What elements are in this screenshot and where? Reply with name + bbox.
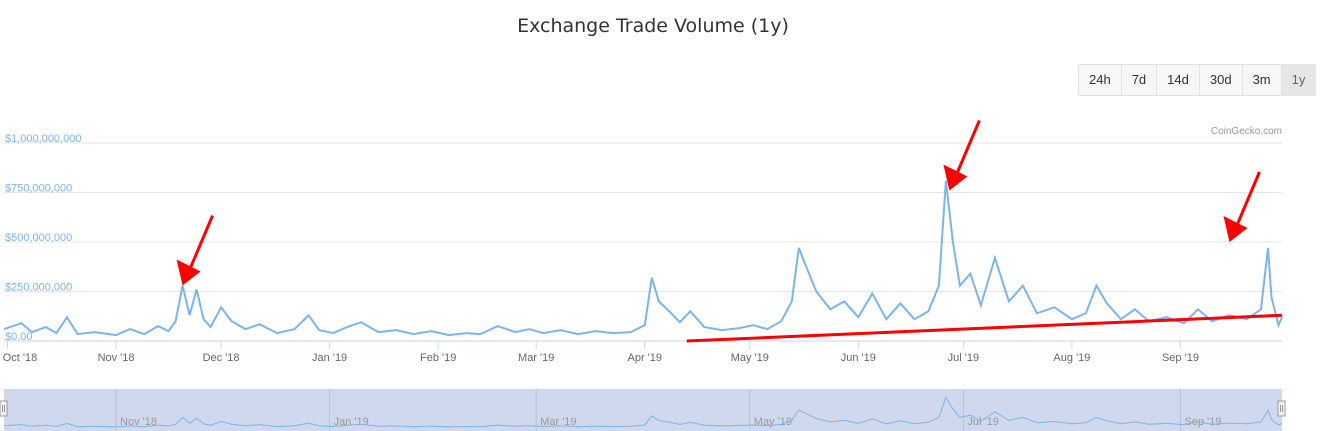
navigator-tick-label: Jul '19 (967, 416, 998, 428)
navigator-series-line (3, 396, 1283, 428)
navigator-labels: Nov '18 Jan '19 Mar '19 May '19 Jul '19 Sep '… (115, 389, 1221, 431)
arrow-shaft (955, 119, 981, 174)
navigator-tick-label: Mar '19 (540, 416, 576, 428)
navigator-left-handle[interactable] (0, 400, 8, 417)
annotation-arrow (176, 214, 214, 286)
range-24h-button[interactable]: 24h (1079, 65, 1122, 95)
x-tick-label: Jul '19 (948, 352, 979, 364)
chart-title: Exchange Trade Volume (1y) (517, 15, 789, 37)
y-tick-label: $250,000,000 (5, 282, 72, 294)
range-1y-button[interactable]: 1y (1281, 65, 1316, 95)
arrow-head (943, 164, 968, 191)
y-tick-label: $0.00 (5, 331, 33, 343)
x-axis-labels: Oct '18 Nov '18 Dec '18 Jan '19 Feb '19 Mar '… (3, 340, 1282, 364)
navigator-tick-label: Jan '19 (334, 416, 369, 428)
x-tick-label: May '19 (731, 352, 769, 364)
y-tick-label: $500,000,000 (5, 232, 72, 244)
annotation-arrow (1223, 171, 1261, 242)
range-7d-button[interactable]: 7d (1121, 65, 1158, 95)
annotation-arrow (943, 119, 981, 191)
x-tick-label: Nov '18 (98, 352, 135, 364)
x-tick-label: Jan '19 (312, 352, 347, 364)
arrow-head (176, 259, 201, 286)
navigator-tick-label: Sep '19 (1184, 416, 1221, 428)
range-3m-button[interactable]: 3m (1242, 65, 1282, 95)
y-tick-label: $750,000,000 (5, 183, 72, 195)
x-tick-label: Dec '18 (203, 352, 240, 364)
arrow-shaft (1236, 171, 1261, 225)
range-14d-button[interactable]: 14d (1157, 65, 1200, 95)
x-tick-label: Aug '19 (1053, 352, 1090, 364)
annotations (176, 119, 1283, 343)
trend-line (686, 313, 1283, 343)
range-selector: 24h 7d 14d 30d 3m 1y (1078, 64, 1317, 96)
navigator-selection[interactable] (4, 389, 1282, 431)
x-tick-label: Apr '19 (627, 352, 662, 364)
x-tick-label: Feb '19 (420, 352, 456, 364)
y-tick-label: $1,000,000,000 (5, 133, 81, 145)
x-tick-label: Jun '19 (841, 352, 876, 364)
credit-label[interactable]: CoinGecko.com (1211, 126, 1282, 137)
y-axis-labels: $0.00 $250,000,000 $500,000,000 $750,000,00… (5, 133, 81, 343)
navigator-right-handle[interactable] (1277, 400, 1286, 417)
x-tick-label: Oct '18 (3, 352, 38, 364)
arrow-head (1223, 216, 1248, 242)
x-tick-label: Mar '19 (518, 352, 554, 364)
range-30d-button[interactable]: 30d (1199, 65, 1243, 95)
navigator-tick-label: Nov '18 (120, 416, 157, 428)
arrow-shaft (189, 214, 214, 269)
series-line (3, 180, 1283, 337)
navigator-tick-label: May '19 (754, 416, 792, 428)
x-tick-label: Sep '19 (1162, 352, 1199, 364)
